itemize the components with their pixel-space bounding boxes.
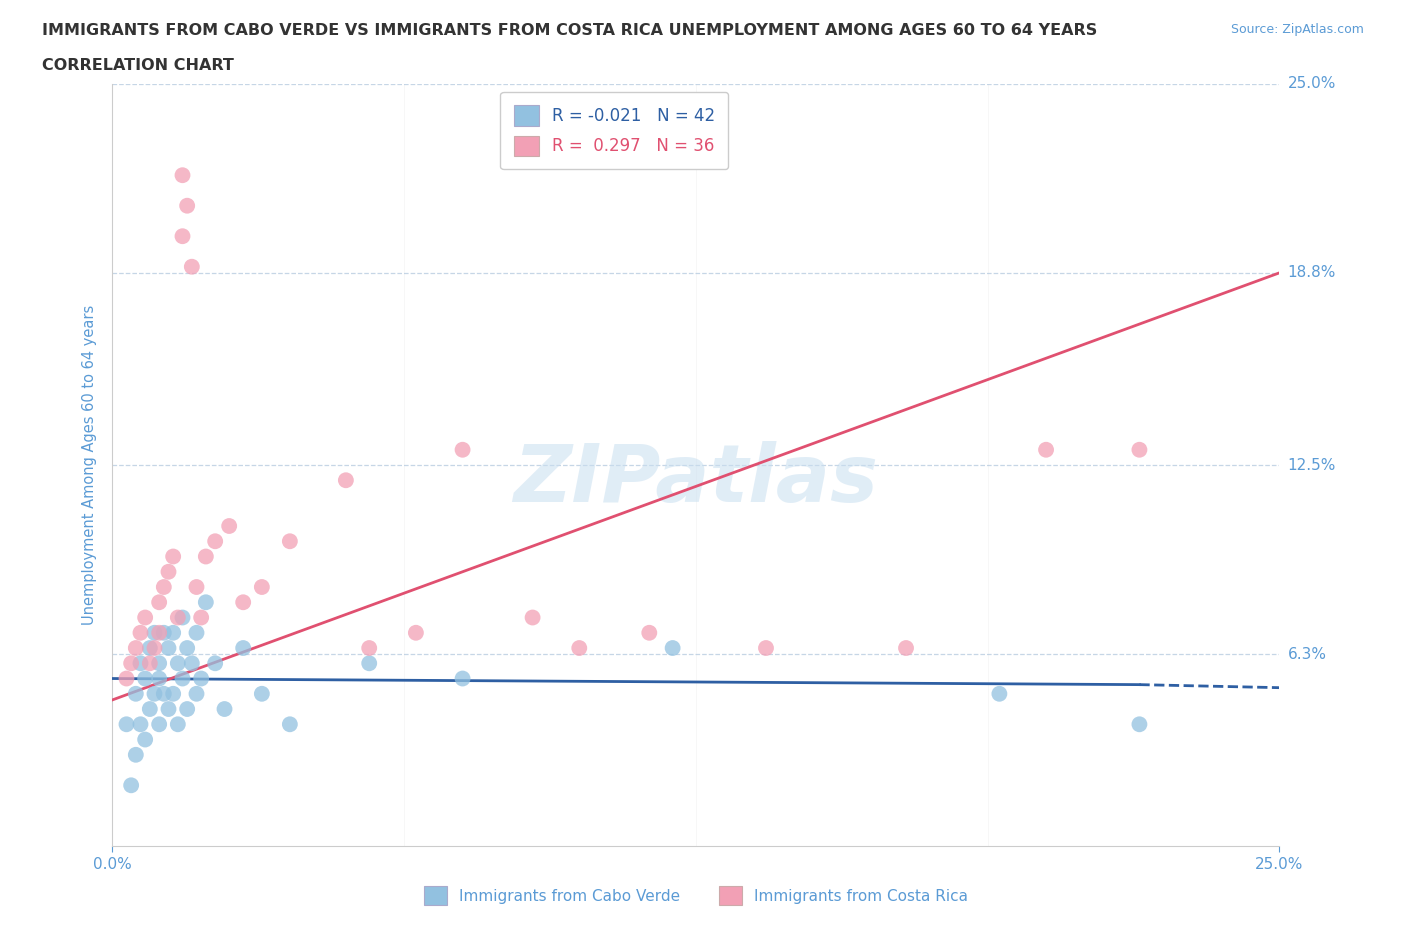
Text: IMMIGRANTS FROM CABO VERDE VS IMMIGRANTS FROM COSTA RICA UNEMPLOYMENT AMONG AGES: IMMIGRANTS FROM CABO VERDE VS IMMIGRANTS… [42,23,1098,38]
Text: ZIPatlas: ZIPatlas [513,441,879,519]
Point [153,625,176,640]
Point [143,686,166,701]
Text: Source: ZipAtlas.com: Source: ZipAtlas.com [1230,23,1364,36]
Point [115,671,138,686]
Point [172,229,194,244]
Point [176,198,198,213]
Point [190,671,212,686]
Point [214,701,236,716]
Point [162,625,184,640]
Point [405,625,427,640]
Point [359,641,381,656]
Point [894,641,917,656]
Point [139,641,162,656]
Point [250,686,273,701]
Point [172,167,194,182]
Point [148,595,170,610]
Point [988,686,1011,701]
Point [278,534,301,549]
Point [186,579,208,594]
Text: 6.3%: 6.3% [1288,646,1327,661]
Point [157,641,180,656]
Point [1035,443,1057,458]
Point [204,534,226,549]
Point [194,595,217,610]
Point [172,610,194,625]
Point [115,717,138,732]
Point [451,443,474,458]
Point [522,610,544,625]
Point [1128,717,1150,732]
Point [148,625,170,640]
Y-axis label: Unemployment Among Ages 60 to 64 years: Unemployment Among Ages 60 to 64 years [82,305,97,625]
Point [755,641,778,656]
Point [139,656,162,671]
Point [157,565,180,579]
Point [232,641,254,656]
Point [186,625,208,640]
Point [335,472,357,487]
Point [143,625,166,640]
Point [125,748,148,763]
Point [180,259,202,274]
Point [661,641,683,656]
Text: CORRELATION CHART: CORRELATION CHART [42,58,233,73]
Text: 18.8%: 18.8% [1288,265,1336,280]
Point [568,641,591,656]
Point [186,686,208,701]
Point [190,610,212,625]
Point [125,686,148,701]
Point [125,641,148,656]
Point [143,641,166,656]
Point [129,717,152,732]
Point [278,717,301,732]
Text: 12.5%: 12.5% [1288,458,1336,472]
Point [166,717,188,732]
Point [194,549,217,564]
Point [162,549,184,564]
Point [204,656,226,671]
Text: 25.0%: 25.0% [1288,76,1336,91]
Point [148,717,170,732]
Point [638,625,661,640]
Point [232,595,254,610]
Point [166,610,188,625]
Point [139,701,162,716]
Point [451,671,474,686]
Point [176,641,198,656]
Point [129,656,152,671]
Point [120,777,142,792]
Point [153,686,176,701]
Point [172,671,194,686]
Point [250,579,273,594]
Point [134,732,156,747]
Point [148,656,170,671]
Point [153,579,176,594]
Point [180,656,202,671]
Point [129,625,152,640]
Point [157,701,180,716]
Point [166,656,188,671]
Point [162,686,184,701]
Point [148,671,170,686]
Point [359,656,381,671]
Point [134,671,156,686]
Point [176,701,198,716]
Legend: Immigrants from Cabo Verde, Immigrants from Costa Rica: Immigrants from Cabo Verde, Immigrants f… [418,881,974,911]
Point [120,656,142,671]
Point [1128,443,1150,458]
Point [218,519,240,534]
Point [134,610,156,625]
